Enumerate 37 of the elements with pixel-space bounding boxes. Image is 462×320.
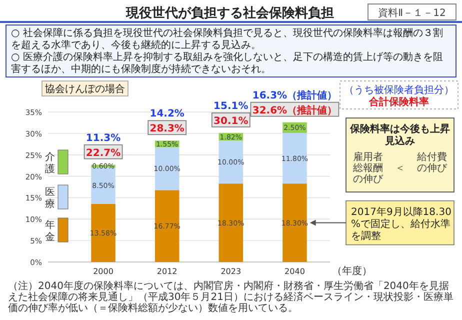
bar	[282, 184, 307, 262]
text: ○ 医療介護の保険料率上昇を抑制する取組みを強化しないと、足下の構造的賃上げ等の動きを阻害するほか、中期的にも保険制度が持続できないおそれ。	[11, 51, 443, 75]
x-tick-label: 2012	[156, 267, 178, 276]
text: ＜	[395, 163, 405, 174]
text: 保険料率は今後も上昇見込み	[349, 123, 450, 147]
bar	[218, 184, 244, 262]
total-label: 22.7%	[86, 148, 121, 159]
text: 2017年9月以降18.30%で固定し、給付水準を調整	[351, 206, 452, 242]
annotation: 15.1%	[214, 100, 248, 112]
x-tick-label: 2040	[284, 267, 305, 276]
text: 合計保険料率	[368, 96, 429, 108]
x-axis-title: （年度）	[332, 265, 372, 277]
annotation: 11.3%	[86, 132, 121, 144]
text: 給付費の伸び	[416, 151, 448, 174]
bar	[154, 190, 180, 262]
bar	[91, 167, 116, 204]
text: （うち被保険者負担分）	[344, 84, 454, 96]
total-label: 28.3%	[150, 124, 184, 135]
legend-label: 介護	[45, 151, 55, 175]
text: ○ 社会保障に係る負担を現役世代の社会保険料負担で見ると、現役世代の保険料率は報酬の３割を超える水準であり、今後も継続的に上昇する見込み。	[11, 27, 443, 51]
annotation: 14.2%	[150, 108, 184, 120]
total-label: 32.6%（推計値）	[252, 104, 338, 116]
text: （注）2040年度の保険料率については、内閣官房・内閣府・財務省・厚生労働省「2040年を見据えた社会保障の将来見通し」（平成30年５月21日）における経済ベースライン・現状投影・医療単価の伸び率が低い（＝保険料総額が少ない）数値を用いている。	[8, 280, 454, 314]
text: 雇用者総報酬の伸び	[352, 151, 384, 185]
bar	[91, 204, 116, 262]
total-label: 30.1%	[214, 116, 248, 127]
x-tick-label: 2023	[220, 267, 242, 276]
annotation: 16.3%（推計値）	[252, 89, 338, 102]
text: 資料Ⅱ－１－12	[378, 7, 446, 19]
legend-label: 医療	[45, 187, 55, 210]
chart-title: 現役世代が負担する社会保険料負担	[125, 5, 334, 21]
bar	[218, 140, 244, 184]
chart-subtitle: 協会けんぽの場合	[45, 83, 125, 95]
bar	[282, 133, 307, 184]
x-tick-label: 2000	[93, 267, 114, 276]
bar	[154, 147, 180, 190]
legend-label: 年金	[45, 219, 55, 243]
